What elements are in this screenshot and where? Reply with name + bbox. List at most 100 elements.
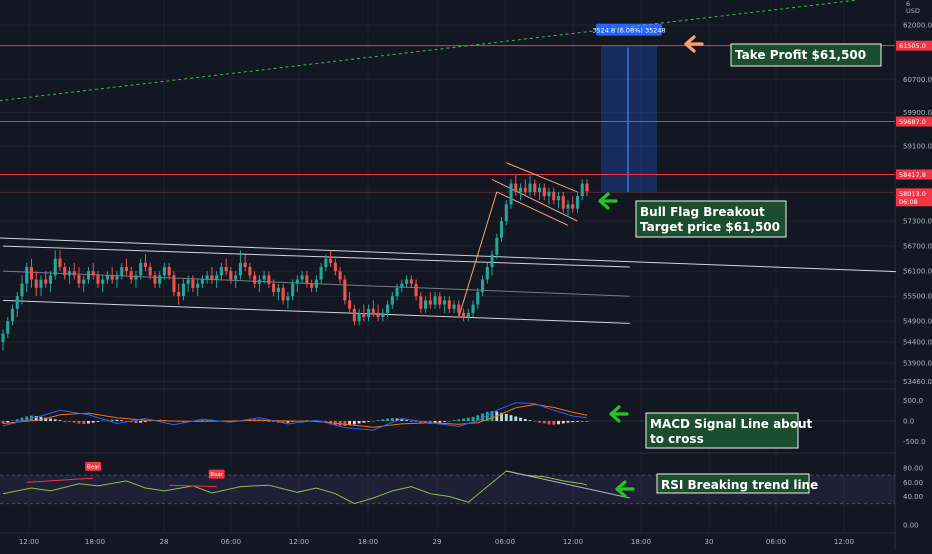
candle[interactable] <box>381 308 385 322</box>
candle[interactable] <box>499 216 504 242</box>
candle[interactable] <box>338 267 342 284</box>
candle[interactable] <box>495 233 499 259</box>
candle[interactable] <box>552 187 556 205</box>
candle[interactable] <box>324 254 328 272</box>
candle[interactable] <box>124 258 128 276</box>
candle[interactable] <box>314 275 318 293</box>
candle[interactable] <box>319 262 323 284</box>
candle[interactable] <box>352 304 356 326</box>
candle[interactable] <box>514 175 518 197</box>
trend-line[interactable] <box>491 178 578 222</box>
candle[interactable] <box>210 267 214 284</box>
rsi-trend-line[interactable] <box>26 477 94 483</box>
candle[interactable] <box>272 279 276 297</box>
candle[interactable] <box>224 258 228 276</box>
candle[interactable] <box>129 267 133 284</box>
candle[interactable] <box>386 300 390 318</box>
candle[interactable] <box>424 296 428 313</box>
trend-line[interactable] <box>0 237 932 276</box>
candle[interactable] <box>63 262 67 280</box>
candle[interactable] <box>457 300 461 318</box>
candle[interactable] <box>343 275 347 305</box>
candle[interactable] <box>234 271 238 288</box>
candle[interactable] <box>561 191 565 213</box>
candle[interactable] <box>48 271 53 293</box>
candle[interactable] <box>77 267 81 288</box>
candle[interactable] <box>186 275 190 293</box>
candle[interactable] <box>172 271 176 297</box>
candle[interactable] <box>556 191 561 209</box>
candle[interactable] <box>25 262 29 293</box>
green-dashed-trend-line[interactable] <box>0 0 858 102</box>
measure-box[interactable] <box>601 45 657 193</box>
candle[interactable] <box>276 283 280 301</box>
candle[interactable] <box>248 262 252 280</box>
candle[interactable] <box>219 262 223 280</box>
candle[interactable] <box>533 179 537 197</box>
candle[interactable] <box>333 258 337 276</box>
candle[interactable] <box>29 258 34 288</box>
candle[interactable] <box>91 262 95 280</box>
candle[interactable] <box>229 267 233 284</box>
candle[interactable] <box>452 300 456 313</box>
candle[interactable] <box>481 275 485 297</box>
candle[interactable] <box>96 271 100 288</box>
macd-signal-line[interactable] <box>2 403 588 428</box>
candle[interactable] <box>262 271 266 284</box>
macd-line[interactable] <box>2 402 588 431</box>
candle[interactable] <box>390 292 394 309</box>
candle[interactable] <box>153 271 157 288</box>
annotation-note[interactable]: RSI Breaking trend line <box>615 473 818 498</box>
candle[interactable] <box>34 271 38 297</box>
rsi-trend-line[interactable] <box>506 470 630 499</box>
candle[interactable] <box>566 200 570 217</box>
candle[interactable] <box>158 271 162 288</box>
annotation-note[interactable]: Take Profit $61,500 <box>684 35 882 67</box>
candle[interactable] <box>575 191 580 213</box>
candle[interactable] <box>371 300 375 318</box>
candle[interactable] <box>329 250 333 268</box>
candle[interactable] <box>509 179 513 209</box>
candle[interactable] <box>433 292 437 309</box>
candle[interactable] <box>148 262 152 280</box>
candle[interactable] <box>571 196 575 213</box>
candle[interactable] <box>471 300 475 318</box>
candle[interactable] <box>300 271 304 284</box>
candle[interactable] <box>580 179 584 201</box>
candle[interactable] <box>281 283 285 305</box>
candle[interactable] <box>428 292 432 309</box>
candle[interactable] <box>528 175 532 197</box>
candle[interactable] <box>82 275 86 293</box>
candle[interactable] <box>101 275 105 293</box>
time-axis[interactable]: 12:00 18:00 28 06:00 12:00 18:00 29 06:00 12:00 1… <box>19 538 854 546</box>
candle[interactable] <box>395 283 399 301</box>
candle[interactable] <box>200 275 204 288</box>
candle[interactable] <box>10 304 15 326</box>
candle[interactable] <box>419 292 423 313</box>
candle[interactable] <box>53 250 57 280</box>
trend-line[interactable] <box>2 245 630 268</box>
candle[interactable] <box>542 183 546 201</box>
candle[interactable] <box>257 275 261 293</box>
candle[interactable] <box>67 267 72 284</box>
candle[interactable] <box>134 271 138 288</box>
candle[interactable] <box>162 262 166 280</box>
candle[interactable] <box>537 183 542 201</box>
candle[interactable] <box>523 179 527 197</box>
candle[interactable] <box>447 296 451 313</box>
candle[interactable] <box>243 254 247 272</box>
candle[interactable] <box>181 279 185 301</box>
candle[interactable] <box>585 179 589 197</box>
candle[interactable] <box>443 296 447 313</box>
candle[interactable] <box>86 267 91 284</box>
candle[interactable] <box>110 267 114 284</box>
candle[interactable] <box>115 271 119 288</box>
candle[interactable] <box>504 200 508 226</box>
candle[interactable] <box>405 275 409 288</box>
trend-line[interactable] <box>2 299 630 324</box>
